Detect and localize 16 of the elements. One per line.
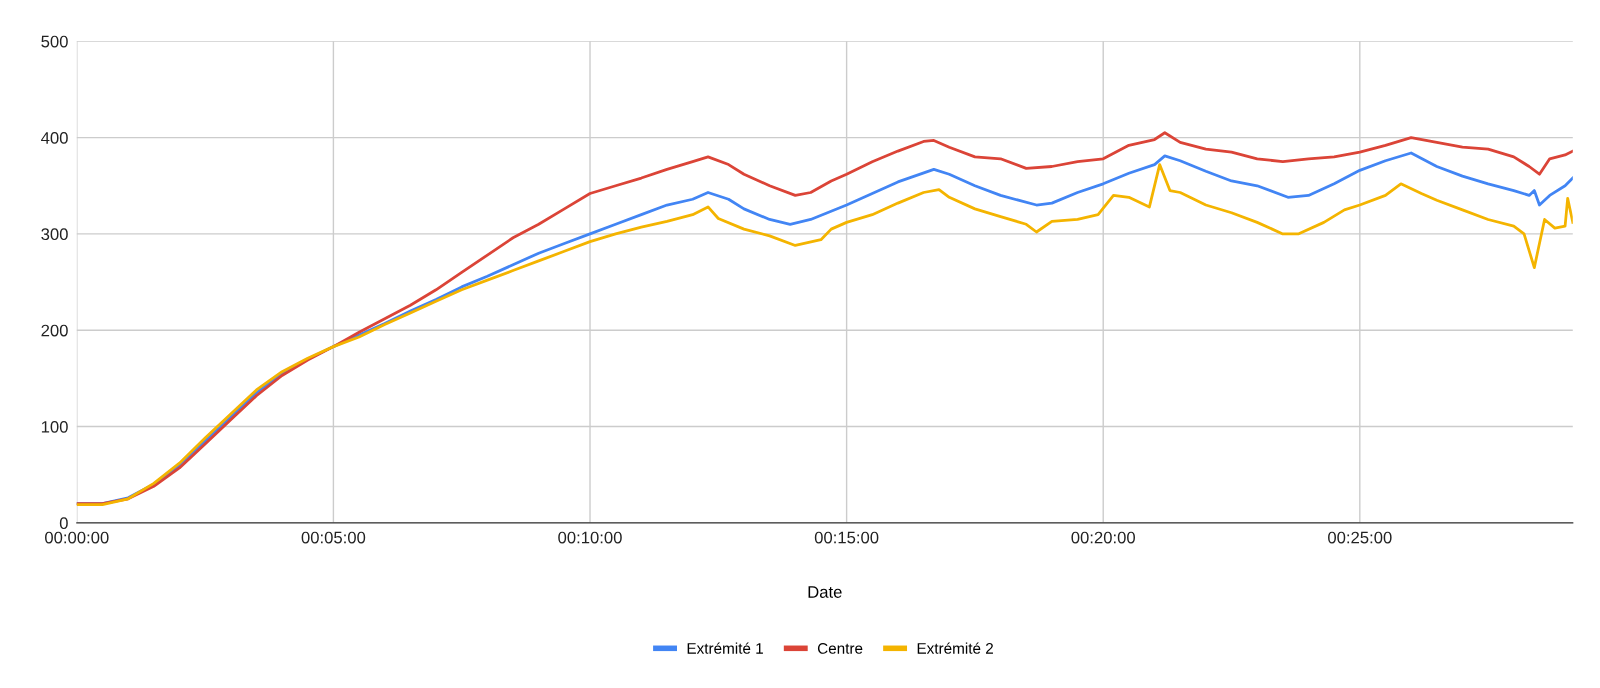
y-tick-label: 100 <box>41 420 68 433</box>
legend-label: Centre <box>817 642 863 654</box>
x-tick-label: 00:00:00 <box>45 531 109 544</box>
legend-label: Extrémité 1 <box>687 642 763 654</box>
x-tick-label: 00:20:00 <box>1071 531 1135 544</box>
y-tick-label: 400 <box>41 132 68 144</box>
x-tick-label: 00:05:00 <box>301 531 366 544</box>
y-tick-label: 300 <box>41 228 68 241</box>
x-tick-label: 00:15:00 <box>814 531 879 544</box>
legend-label: Extrémité 2 <box>917 642 993 654</box>
y-tick-label: 500 <box>41 35 68 48</box>
x-axis-title: Date <box>808 586 842 598</box>
x-tick-label: 00:25:00 <box>1328 531 1392 544</box>
x-tick-label: 00:10:00 <box>558 531 622 544</box>
y-tick-label: 200 <box>41 324 68 337</box>
y-tick-label: 0 <box>59 517 68 530</box>
